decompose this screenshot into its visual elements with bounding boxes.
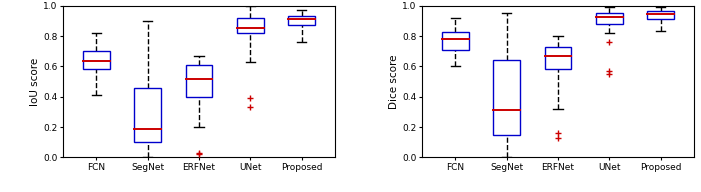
Bar <box>237 18 264 33</box>
Bar <box>647 11 674 19</box>
Bar <box>545 47 571 70</box>
Y-axis label: Dice score: Dice score <box>389 54 400 109</box>
Bar <box>135 88 161 142</box>
Bar <box>288 16 315 26</box>
Bar <box>596 13 622 24</box>
Bar <box>186 65 212 97</box>
Bar <box>83 51 110 69</box>
Bar <box>494 60 520 135</box>
Bar <box>442 31 469 50</box>
Y-axis label: IoU score: IoU score <box>30 57 41 106</box>
